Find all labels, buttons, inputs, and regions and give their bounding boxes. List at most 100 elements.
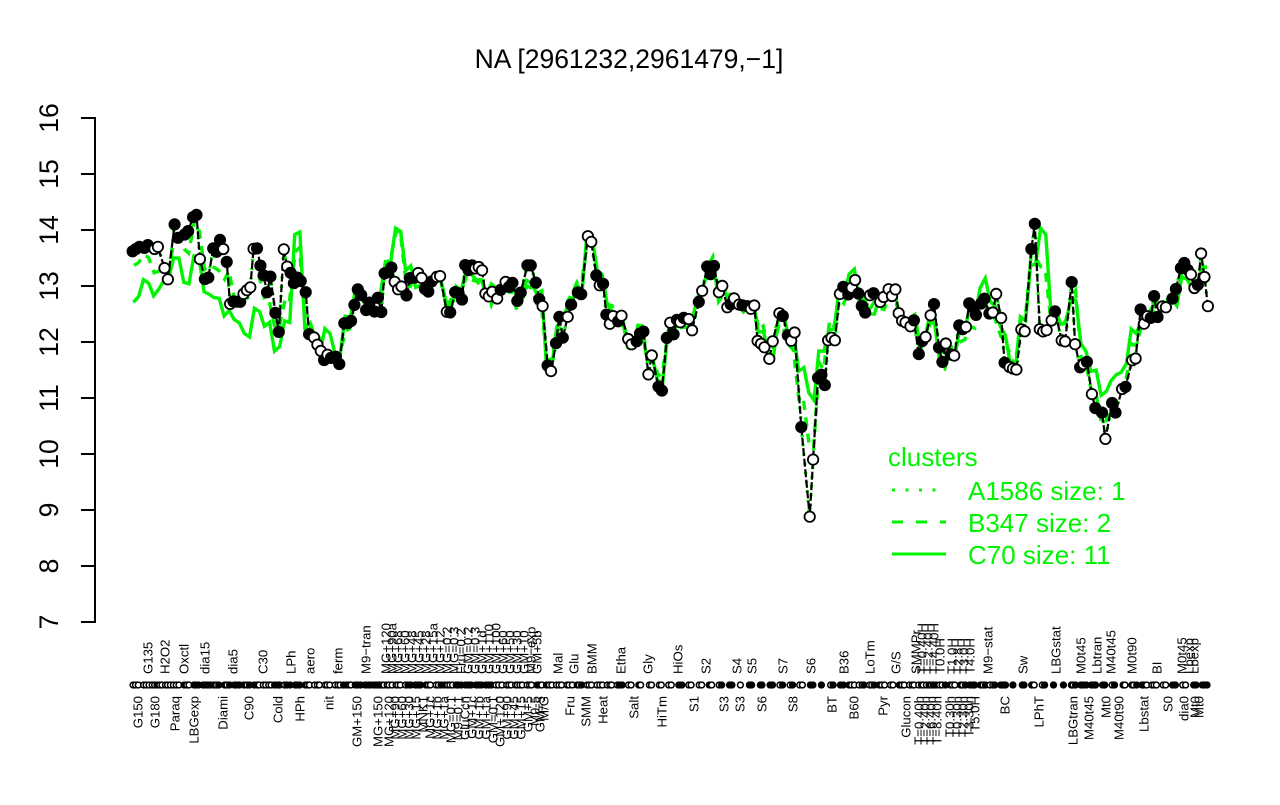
svg-text:MG+48: MG+48: [405, 630, 420, 674]
svg-text:GM=0.2: GM=0.2: [461, 627, 476, 674]
svg-text:T4.0H: T4.0H: [963, 638, 978, 674]
svg-text:M9=0.1: M9=0.1: [451, 696, 466, 740]
svg-text:MG+90: MG+90: [388, 696, 403, 740]
svg-text:dia15: dia15: [198, 642, 213, 674]
svg-text:H2O2: H2O2: [158, 640, 173, 674]
svg-text:GM+100: GM+100: [489, 623, 504, 674]
svg-text:GM+150: GM+150: [350, 696, 365, 747]
svg-text:S6: S6: [755, 696, 770, 712]
svg-text:GM=0.1: GM=0.1: [486, 696, 501, 743]
svg-text:Oxctl: Oxctl: [177, 644, 192, 674]
svg-text:MG+120: MG+120: [379, 623, 394, 674]
svg-text:MG+45: MG+45: [412, 630, 427, 674]
svg-text:T2.8H: T2.8H: [951, 638, 966, 674]
svg-text:NA [2961232,2961479,−1]: NA [2961232,2961479,−1]: [475, 44, 784, 74]
svg-text:clusters: clusters: [888, 442, 978, 472]
svg-text:T=6.40h: T=6.40h: [924, 696, 939, 745]
svg-text:BMM: BMM: [585, 643, 600, 674]
svg-text:nit: nit: [322, 696, 337, 710]
svg-text:Mt0: Mt0: [1188, 696, 1203, 718]
svg-text:MG+60: MG+60: [395, 696, 410, 740]
svg-text:Etha: Etha: [614, 646, 629, 674]
svg-text:M9-5: M9-5: [528, 696, 543, 726]
svg-text:ferm: ferm: [331, 648, 346, 674]
svg-text:Mal: Mal: [551, 653, 566, 674]
svg-text:MG+90a: MG+90a: [385, 622, 400, 674]
svg-text:T=0.40H: T=0.40H: [915, 623, 930, 674]
svg-text:MNK1: MNK1: [416, 696, 431, 733]
svg-text:MG+15: MG+15: [409, 696, 424, 740]
svg-text:MG+12: MG+12: [433, 630, 448, 674]
svg-text:S5: S5: [745, 658, 760, 674]
svg-text:LPh: LPh: [284, 651, 299, 674]
svg-text:GM+120: GM+120: [493, 696, 508, 747]
svg-text:MG+30: MG+30: [402, 696, 417, 740]
svg-text:T3.0H: T3.0H: [957, 638, 972, 674]
svg-text:GM+1c: GM+1c: [465, 696, 480, 739]
svg-text:T2.30h: T2.30h: [956, 696, 971, 737]
svg-text:Fru=0.2: Fru=0.2: [454, 628, 469, 674]
svg-text:LPhT: LPhT: [1032, 696, 1047, 728]
svg-text:M0t45: M0t45: [1175, 637, 1190, 674]
svg-text:T=2.40H: T=2.40H: [921, 623, 936, 674]
svg-text:S2: S2: [699, 658, 714, 674]
svg-text:GM+10: GM+10: [517, 630, 532, 674]
svg-text:T1.0H: T1.0H: [945, 638, 960, 674]
svg-text:B347 size: 2: B347 size: 2: [968, 508, 1111, 538]
svg-text:M9−stat: M9−stat: [981, 626, 996, 674]
svg-text:GM+5b: GM+5b: [530, 630, 545, 674]
svg-text:A1586 size: 1: A1586 size: 1: [968, 476, 1126, 506]
svg-text:GM+5: GM+5: [521, 696, 536, 732]
svg-text:BC: BC: [998, 696, 1013, 715]
svg-text:dia5: dia5: [226, 649, 241, 674]
svg-text:16: 16: [34, 103, 64, 132]
svg-text:MG+120: MG+120: [382, 696, 397, 747]
svg-text:7: 7: [34, 615, 64, 630]
svg-text:M0t90: M0t90: [1125, 637, 1140, 674]
svg-text:LBGstat: LBGstat: [1049, 626, 1064, 674]
svg-text:dia0: dia0: [1177, 696, 1192, 721]
svg-text:GM+15: GM+15: [514, 696, 529, 740]
svg-text:9: 9: [34, 503, 64, 518]
svg-text:BT: BT: [825, 696, 840, 713]
svg-text:HiTm: HiTm: [655, 696, 670, 728]
svg-text:14: 14: [34, 215, 64, 244]
svg-text:Sw: Sw: [1016, 655, 1031, 674]
svg-text:MG+1b: MG+1b: [430, 696, 445, 740]
svg-text:T=2.40h: T=2.40h: [918, 696, 933, 745]
svg-text:Salt: Salt: [627, 696, 642, 719]
svg-text:Gly: Gly: [641, 654, 656, 674]
svg-text:T0.30h: T0.30h: [950, 696, 965, 737]
svg-text:S1: S1: [687, 696, 702, 712]
svg-text:Lbtran: Lbtran: [1090, 637, 1105, 674]
svg-text:Lbexp: Lbexp: [1182, 638, 1197, 674]
svg-text:S0: S0: [1161, 696, 1176, 712]
svg-text:GM+1d: GM+1d: [475, 630, 490, 674]
svg-text:13: 13: [34, 271, 64, 300]
svg-text:GM+1a: GM+1a: [479, 695, 494, 739]
svg-text:BI: BI: [1150, 662, 1165, 674]
svg-text:T=0.40h: T=0.40h: [912, 696, 927, 745]
svg-text:S4: S4: [730, 658, 745, 674]
svg-text:LBGtran: LBGtran: [1066, 696, 1081, 745]
svg-text:G150: G150: [131, 696, 146, 728]
svg-text:T0.0H: T0.0H: [933, 638, 948, 674]
svg-text:Mt0: Mt0: [1099, 696, 1114, 718]
svg-text:C30: C30: [256, 650, 271, 674]
svg-text:10: 10: [34, 439, 64, 468]
svg-text:T0.30h: T0.30h: [943, 696, 958, 737]
svg-text:M/G: M/G: [537, 696, 552, 721]
svg-text:MG+60: MG+60: [398, 630, 413, 674]
svg-text:MG=0.2: MG=0.2: [440, 627, 455, 674]
svg-text:GM=0.3: GM=0.3: [468, 627, 483, 674]
svg-text:HiOs: HiOs: [671, 644, 686, 674]
svg-text:C70 size: 11: C70 size: 11: [968, 540, 1111, 570]
svg-text:MG+1c: MG+1c: [423, 696, 438, 739]
svg-text:MG+28: MG+28: [419, 630, 434, 674]
svg-text:Pyr: Pyr: [876, 695, 891, 715]
svg-text:GluCcn: GluCcn: [458, 696, 473, 740]
svg-text:M40t45: M40t45: [1104, 630, 1119, 674]
svg-text:GM+110: GM+110: [482, 624, 497, 674]
svg-text:B36: B36: [837, 651, 852, 674]
svg-text:Diami: Diami: [216, 696, 231, 730]
